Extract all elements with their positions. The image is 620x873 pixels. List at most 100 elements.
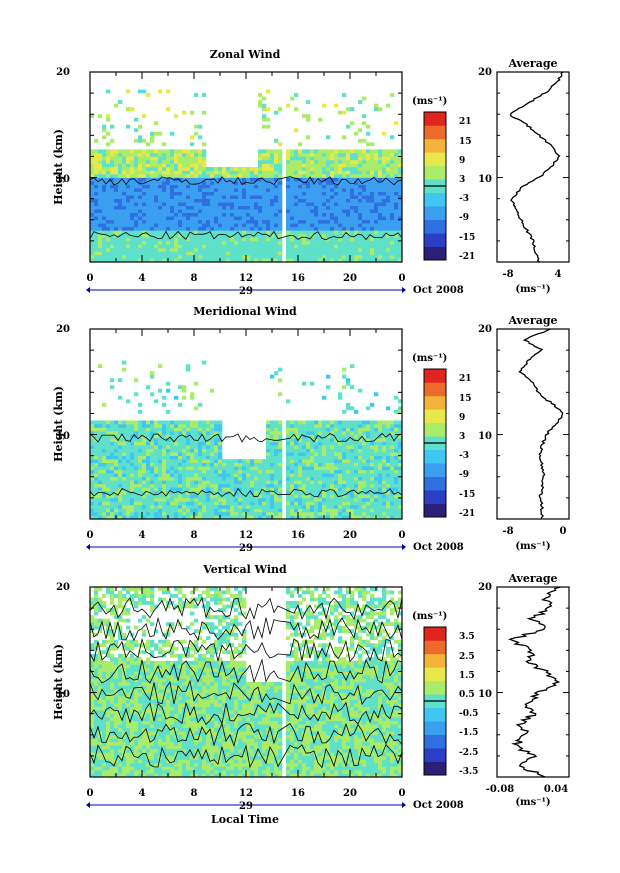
heatmap-cell — [350, 448, 355, 453]
heatmap-cell — [98, 219, 103, 224]
heatmap-cell — [150, 490, 155, 495]
heatmap-cell — [390, 424, 395, 428]
heatmap-cell — [298, 494, 303, 499]
heatmap-cell — [186, 469, 191, 474]
heatmap-cell — [298, 445, 303, 449]
heatmap-cell — [162, 205, 167, 210]
heatmap-cell — [94, 622, 99, 627]
heatmap-cell — [230, 459, 235, 464]
heatmap-cell — [286, 181, 291, 185]
heatmap-cell — [94, 759, 99, 764]
heatmap-cell — [230, 184, 235, 189]
heatmap-cell — [322, 490, 327, 495]
heatmap-cell — [270, 195, 275, 199]
heatmap-cell — [250, 258, 255, 263]
heatmap-cell — [346, 497, 351, 502]
heatmap-cell — [186, 476, 191, 481]
heatmap-cell — [134, 251, 139, 256]
heatmap-cell — [246, 170, 251, 175]
heatmap-cell — [342, 490, 347, 495]
heatmap-cell — [194, 434, 199, 439]
heatmap-cell — [158, 247, 163, 252]
heatmap-cell — [370, 209, 375, 214]
heatmap-cell — [226, 167, 231, 171]
heatmap-cell — [206, 240, 211, 245]
heatmap-cell — [190, 515, 195, 520]
heatmap-cell — [138, 209, 143, 214]
heatmap-cell — [350, 431, 355, 435]
heatmap-cell — [286, 466, 291, 471]
heatmap-cell — [350, 198, 355, 203]
heatmap-cell — [394, 459, 399, 464]
heatmap-cell — [114, 483, 119, 488]
heatmap-cell — [226, 195, 231, 199]
heatmap-cell — [350, 177, 355, 182]
heatmap-cell — [354, 409, 359, 414]
heatmap-cell — [142, 438, 147, 442]
heatmap-cell — [346, 156, 351, 161]
heatmap-cell — [302, 480, 307, 485]
heatmap-cell — [274, 501, 279, 506]
heatmap-cell — [202, 258, 207, 263]
heatmap-cell — [222, 515, 227, 520]
colorbar-swatch — [424, 112, 446, 126]
heatmap-cell — [374, 167, 379, 171]
heatmap-cell — [342, 501, 347, 506]
heatmap-cell — [382, 181, 387, 185]
heatmap-cell — [238, 226, 243, 231]
heatmap-cell — [394, 476, 399, 481]
heatmap-cell — [106, 191, 111, 196]
heatmap-cell — [274, 494, 279, 499]
heatmap-cell — [130, 254, 135, 259]
heatmap-cell — [298, 223, 303, 228]
heatmap-cell — [118, 466, 123, 471]
heatmap-cell — [138, 466, 143, 471]
heatmap-cell — [178, 254, 183, 259]
heatmap-cell — [202, 216, 207, 221]
heatmap-cell — [266, 163, 271, 168]
heatmap-cell — [158, 455, 163, 460]
heatmap-cell — [154, 170, 159, 175]
heatmap-cell — [98, 689, 103, 693]
heatmap-cell — [174, 501, 179, 506]
heatmap-cell — [94, 483, 99, 488]
heatmap-cell — [226, 170, 231, 175]
heatmap-cell — [322, 226, 327, 231]
heatmap-cell — [346, 459, 351, 464]
heatmap-cell — [234, 251, 239, 256]
heatmap-cell — [278, 483, 283, 488]
heatmap-cell — [386, 103, 391, 108]
heatmap-cell — [394, 188, 399, 192]
heatmap-cell — [122, 251, 127, 256]
heatmap-cell — [298, 480, 303, 485]
heatmap-cell — [178, 448, 183, 453]
heatmap-cell — [322, 501, 327, 506]
heatmap-cell — [234, 483, 239, 488]
heatmap-cell — [378, 434, 383, 439]
heatmap-cell — [170, 188, 175, 192]
heatmap-cell — [350, 230, 355, 235]
heatmap-cell — [138, 152, 143, 157]
heatmap-cell — [198, 170, 203, 175]
heatmap-cell — [374, 497, 379, 502]
heatmap-cell — [126, 399, 131, 404]
heatmap-cell — [234, 216, 239, 221]
heatmap-cell — [370, 202, 375, 207]
cbar-tick: -15 — [459, 233, 475, 243]
heatmap-cell — [214, 462, 219, 467]
heatmap-cell — [382, 244, 387, 249]
heatmap-cell — [210, 487, 215, 492]
heatmap-cell — [154, 434, 159, 439]
heatmap-cell — [306, 251, 311, 256]
heatmap-cell — [218, 205, 223, 210]
heatmap-cell — [382, 452, 387, 456]
heatmap-cell — [254, 212, 259, 217]
heatmap-cell — [106, 490, 111, 495]
heatmap-cell — [310, 237, 315, 242]
heatmap-cell — [230, 209, 235, 214]
heatmap-cell — [310, 427, 315, 432]
heatmap-cell — [358, 438, 363, 442]
heatmap-cell — [306, 237, 311, 242]
heatmap-cell — [322, 174, 327, 178]
heatmap-cell — [330, 501, 335, 506]
